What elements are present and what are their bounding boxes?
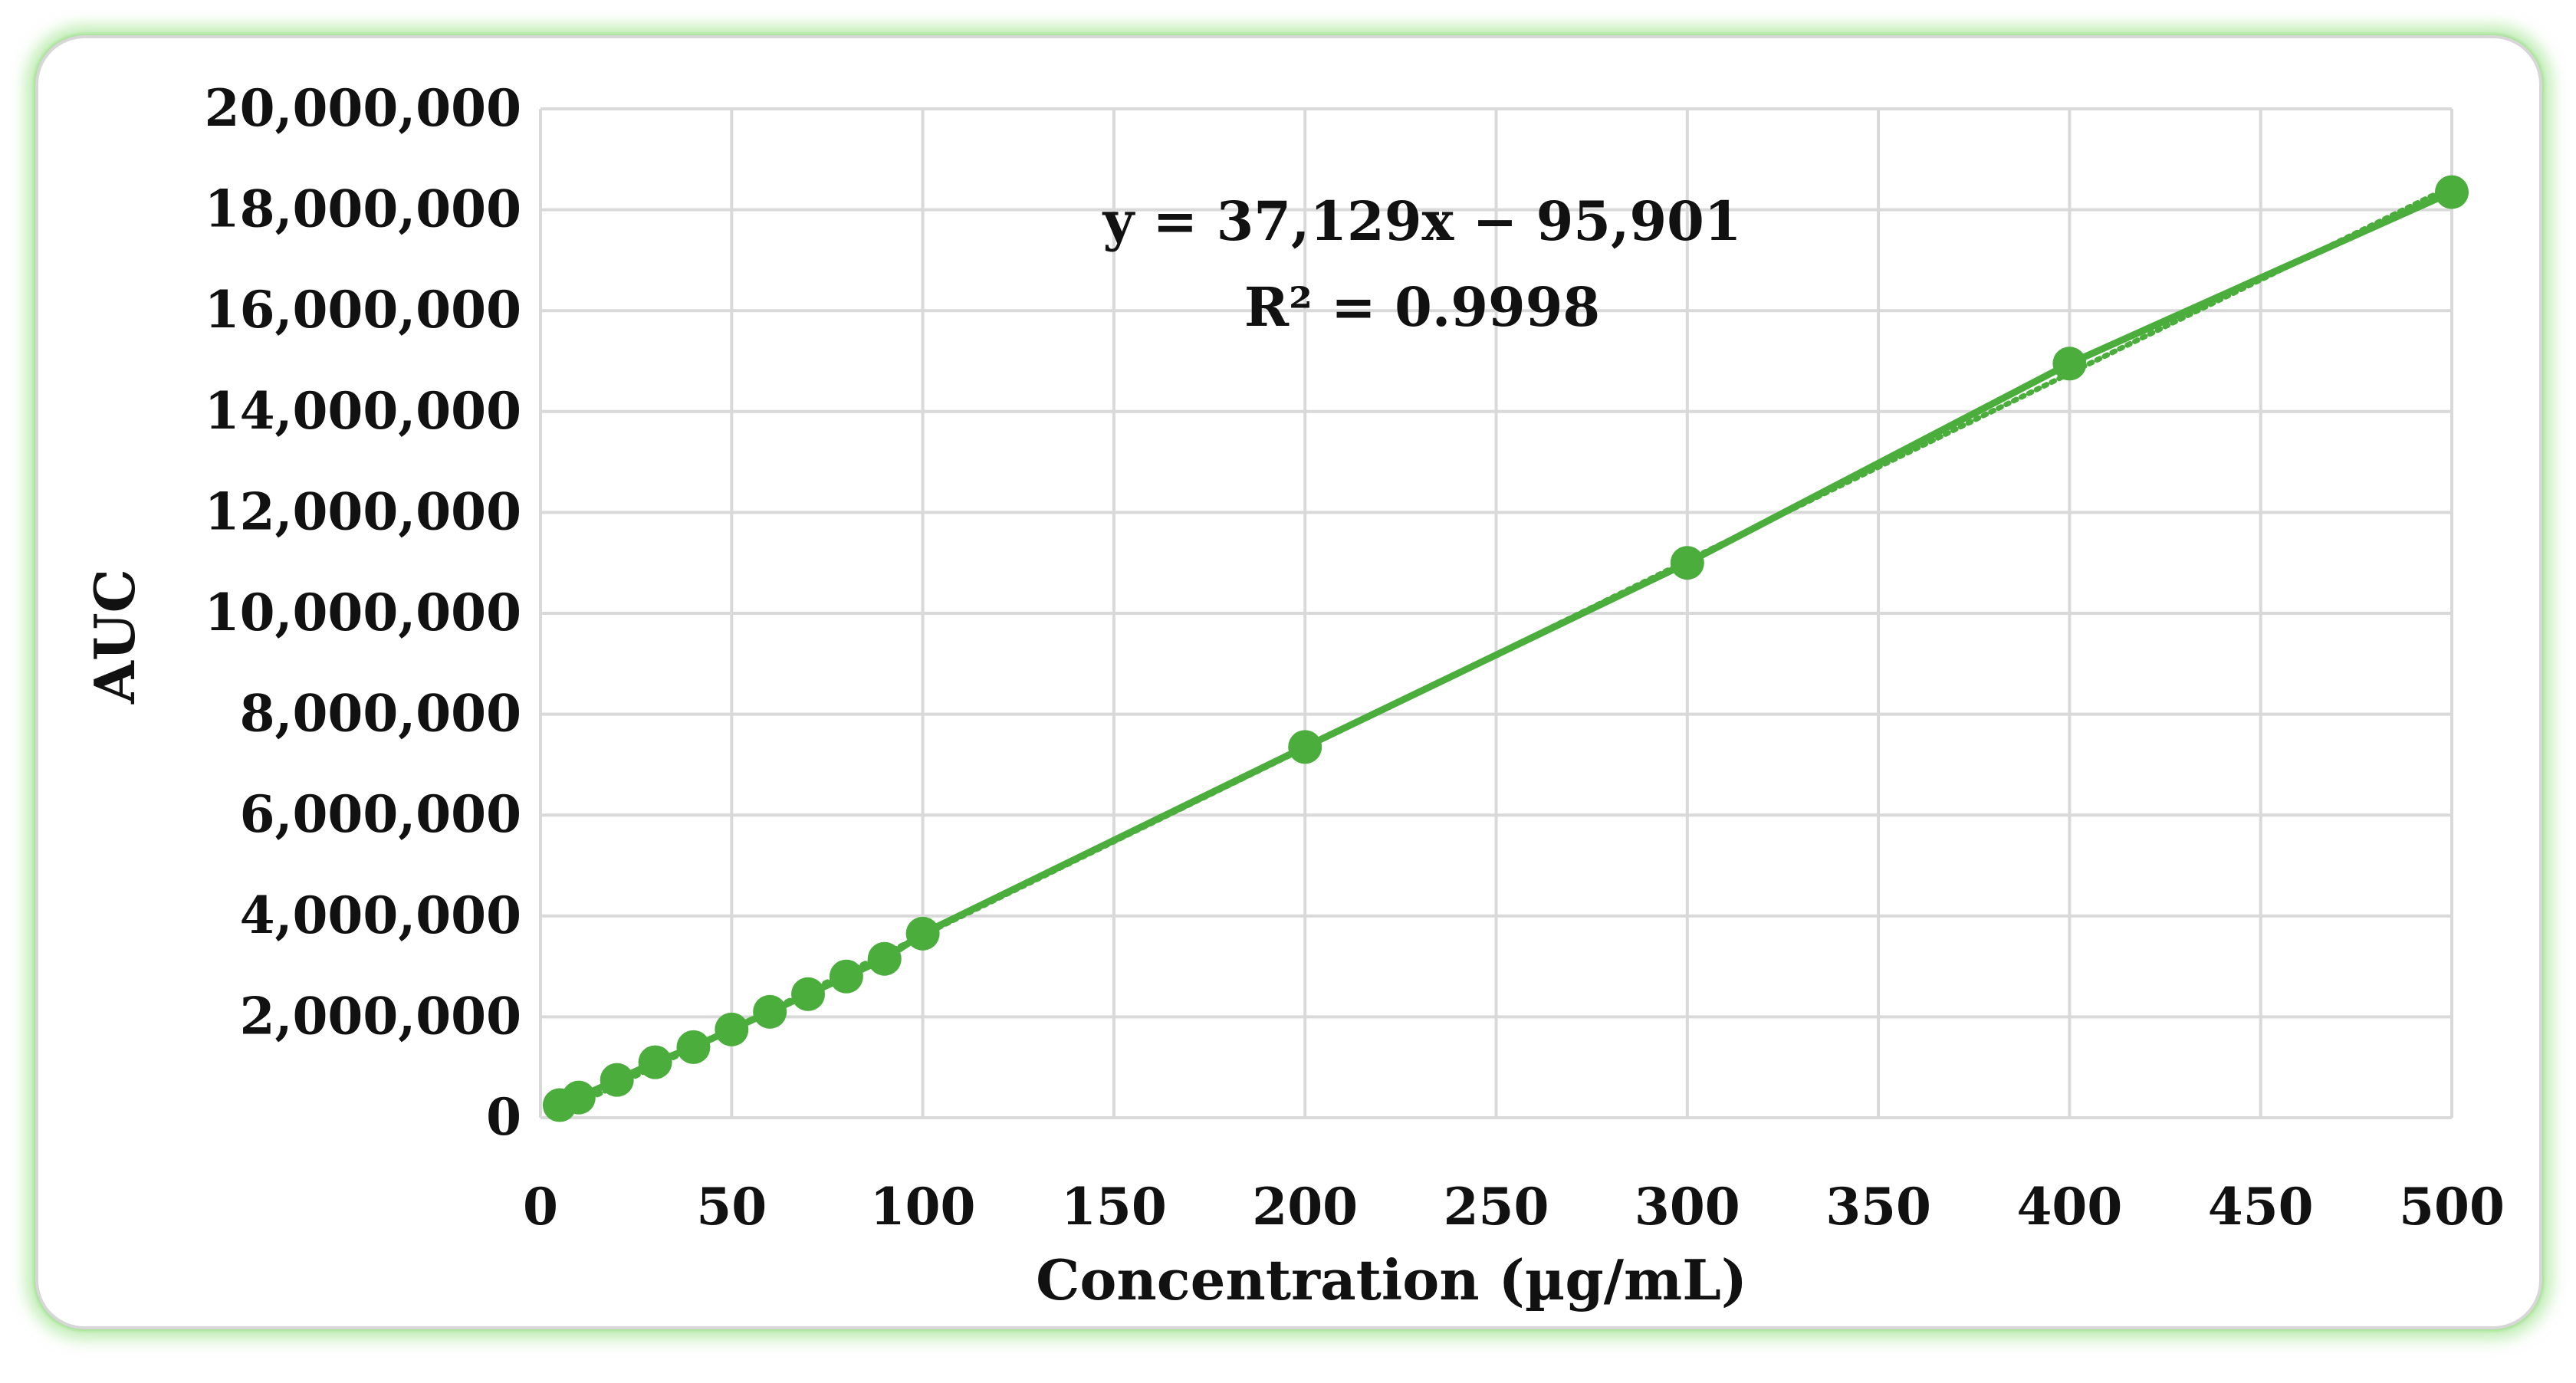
x-tick-label: 250 (1444, 1177, 1549, 1237)
y-tick-label: 4,000,000 (240, 885, 521, 945)
data-point (638, 1045, 672, 1079)
x-tick-label: 300 (1635, 1177, 1740, 1237)
data-point (867, 941, 902, 976)
y-tick-label: 10,000,000 (205, 583, 521, 642)
y-tick-label: 16,000,000 (205, 280, 521, 340)
x-tick-label: 200 (1252, 1177, 1358, 1237)
data-point (676, 1030, 711, 1064)
y-tick-label: 20,000,000 (205, 78, 521, 138)
data-point (2052, 347, 2087, 381)
data-point (1288, 730, 1322, 764)
x-tick-label: 450 (2208, 1177, 2314, 1237)
data-point (715, 1012, 749, 1046)
data-point (791, 977, 826, 1011)
x-tick-labels: 0 50 100 150 200 250 300 350 400 450 500 (523, 1177, 2505, 1237)
x-tick-label: 500 (2399, 1177, 2505, 1237)
y-tick-label: 0 (486, 1087, 521, 1147)
data-point (905, 916, 940, 951)
y-tick-label: 8,000,000 (240, 684, 521, 744)
x-tick-label: 100 (870, 1177, 976, 1237)
data-point (2435, 175, 2469, 209)
y-tick-label: 18,000,000 (205, 179, 521, 239)
data-point (1670, 546, 1704, 580)
y-tick-label: 12,000,000 (205, 481, 521, 541)
y-tick-label: 2,000,000 (240, 986, 521, 1046)
y-tick-labels: 0 2,000,000 4,000,000 6,000,000 8,000,000 10,… (205, 78, 521, 1147)
data-point (829, 959, 863, 994)
r-squared-label: R² = 0.9998 (1244, 275, 1600, 339)
data-point (753, 994, 787, 1029)
grid-layer (539, 107, 2453, 1119)
y-axis-title: AUC (82, 569, 147, 705)
y-tick-label: 6,000,000 (240, 784, 521, 844)
x-tick-label: 350 (1825, 1177, 1931, 1237)
chart-frame (35, 35, 2542, 1329)
x-tick-label: 150 (1061, 1177, 1167, 1237)
data-point (600, 1063, 634, 1097)
series-layer (542, 175, 2469, 1122)
data-point (561, 1080, 596, 1115)
x-tick-label: 400 (2017, 1177, 2123, 1237)
x-axis-title: Concentration (µg/mL) (1036, 1247, 1747, 1312)
trendline-equation: y = 37,129x − 95,901 (1102, 189, 1742, 253)
x-tick-label: 50 (696, 1177, 767, 1237)
y-tick-label: 14,000,000 (205, 381, 521, 441)
x-tick-label: 0 (523, 1177, 558, 1237)
